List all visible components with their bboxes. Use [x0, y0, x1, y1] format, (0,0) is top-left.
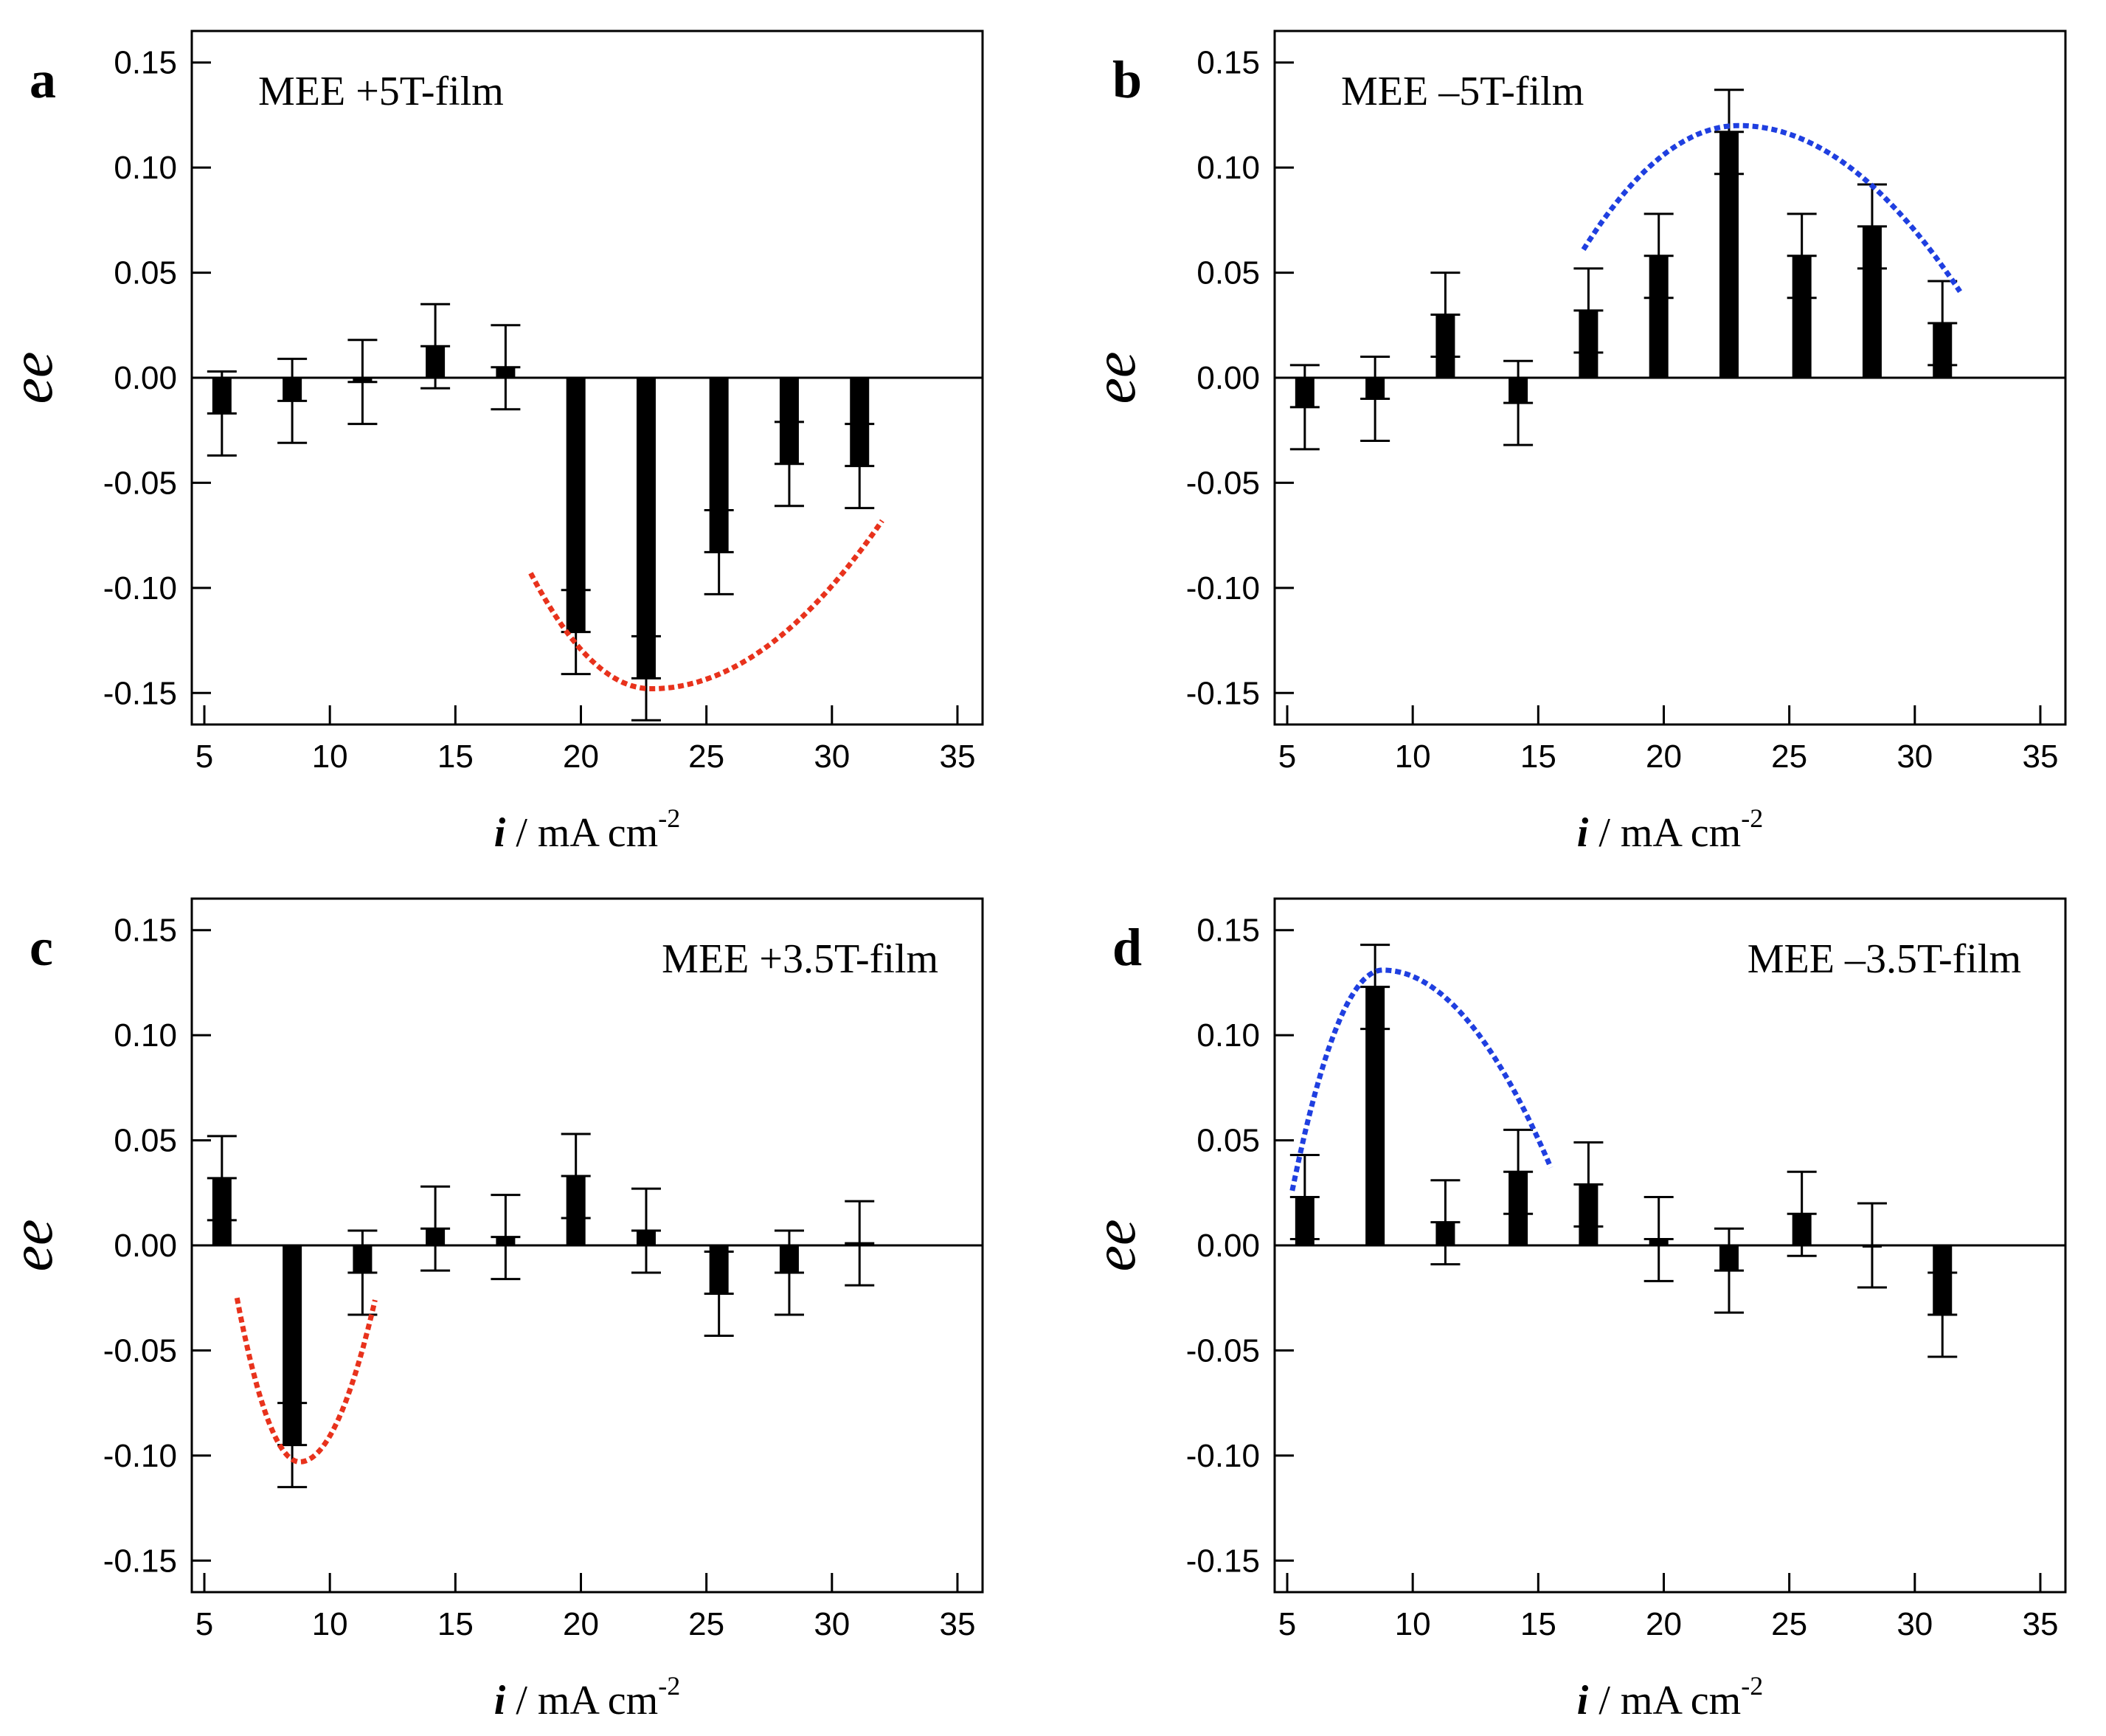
panel-a-xlabel-unit: / mA cm	[505, 810, 658, 856]
panel-a-xlabel-exp: -2	[658, 803, 680, 833]
panel-b-fit-curve	[1581, 122, 1963, 294]
panel-a: 0.15 0.10 0.05 0.00 -0.05 -0.10 -0.15 5 10 15 20 25…	[0, 30, 984, 856]
panel-b-xtick-label-2: 15	[1520, 739, 1556, 775]
panel-c-xlabel-var: i	[494, 1678, 506, 1723]
panel-c-ytick-label-6: -0.15	[103, 1543, 177, 1579]
panel-b-ytick-label-2: 0.05	[1196, 255, 1260, 291]
panel-a-ylabel: ee	[0, 351, 65, 404]
panel-b-xtick-label-6: 35	[2022, 739, 2058, 775]
panel-a-bar-6	[636, 378, 656, 679]
panel-a-xtick-label-0: 5	[195, 739, 213, 775]
panel-c-xtick-label-2: 15	[437, 1606, 474, 1642]
panel-d-ytick-label-4: -0.05	[1186, 1332, 1260, 1369]
panel-c-ytick-label-2: 0.05	[114, 1123, 177, 1159]
panel-b-xlabel-unit: / mA cm	[1588, 810, 1741, 856]
panel-c-ytick-label-4: -0.05	[103, 1332, 177, 1369]
panel-d-fit-curve	[1289, 967, 1553, 1192]
panel-b-xtick-label-4: 25	[1771, 739, 1807, 775]
panel-c-xtick-label-0: 5	[195, 1606, 213, 1642]
panel-d-xlabel-exp: -2	[1741, 1671, 1763, 1701]
panel-b-xtick-label-5: 30	[1897, 739, 1933, 775]
panel-a-ytick-label-2: 0.05	[114, 255, 177, 291]
panel-d-ytick-label-2: 0.05	[1196, 1123, 1260, 1159]
panel-d-ytick-label-1: 0.10	[1196, 1017, 1260, 1054]
panel-b-ylabel: ee	[1083, 351, 1148, 404]
panel-b-xlabel: i / mA cm-2	[1577, 803, 1763, 856]
panel-a-letter: a	[30, 50, 56, 109]
panel-a-ytick-label-3: 0.00	[114, 360, 177, 396]
panel-c-xtick-label-3: 20	[563, 1606, 599, 1642]
panel-a-ytick-label-5: -0.10	[103, 570, 177, 606]
panel-c-xtick-label-1: 10	[312, 1606, 348, 1642]
panel-b-title: MEE –5T-film	[1341, 69, 1584, 114]
panel-a-title: MEE +5T-film	[258, 69, 504, 114]
panel-a-xlabel: i / mA cm-2	[494, 803, 680, 856]
panel-b-xtick-label-1: 10	[1395, 739, 1431, 775]
panel-d: 0.15 0.10 0.05 0.00 -0.05 -0.10 -0.15 5 10 15 20 25…	[1083, 897, 2067, 1723]
panel-d-letter: d	[1112, 918, 1142, 977]
panel-c-xlabel-unit: / mA cm	[505, 1678, 658, 1723]
panel-a-fit-curve	[528, 519, 884, 691]
panel-b-xtick-label-0: 5	[1278, 739, 1296, 775]
panel-d-ytick-label-0: 0.15	[1196, 913, 1260, 949]
panel-a-xtick-label-5: 30	[814, 739, 850, 775]
panel-a-ytick-label-4: -0.05	[103, 465, 177, 501]
panel-c-xtick-label-5: 30	[814, 1606, 850, 1642]
panel-b-ytick-label-6: -0.15	[1186, 675, 1260, 711]
panel-a-ytick-label-1: 0.10	[114, 150, 177, 186]
panel-b-ytick-label-4: -0.05	[1186, 465, 1260, 501]
panel-a-xtick-label-6: 35	[939, 739, 975, 775]
panel-c-letter: c	[30, 918, 53, 977]
panel-a-ytick-label-6: -0.15	[103, 675, 177, 711]
panel-b-letter: b	[1112, 50, 1142, 109]
panel-d-ylabel: ee	[1083, 1219, 1148, 1271]
panel-a-ytick-label-0: 0.15	[114, 45, 177, 81]
panel-b-xtick-label-3: 20	[1646, 739, 1682, 775]
panel-c-ytick-label-1: 0.10	[114, 1017, 177, 1054]
panel-d-xtick-label-1: 10	[1395, 1606, 1431, 1642]
panel-d-xlabel-var: i	[1577, 1678, 1589, 1723]
panel-c-xtick-label-4: 25	[688, 1606, 724, 1642]
panel-c-xlabel: i / mA cm-2	[494, 1671, 680, 1723]
panel-c-ytick-label-0: 0.15	[114, 913, 177, 949]
panel-b-ytick-label-1: 0.10	[1196, 150, 1260, 186]
panel-d-ytick-label-3: 0.00	[1196, 1228, 1260, 1264]
panel-b-ytick-label-0: 0.15	[1196, 45, 1260, 81]
panel-c-ytick-label-3: 0.00	[114, 1228, 177, 1264]
panel-d-xlabel-unit: / mA cm	[1588, 1678, 1741, 1723]
panel-b-ytick-label-3: 0.00	[1196, 360, 1260, 396]
panel-c-fit-curve	[234, 1297, 378, 1464]
panel-d-xtick-label-6: 35	[2022, 1606, 2058, 1642]
panel-a-xlabel-var: i	[494, 810, 506, 856]
panel-c-title: MEE +3.5T-film	[662, 936, 938, 982]
panel-b-xlabel-var: i	[1577, 810, 1589, 856]
panel-d-ytick-label-6: -0.15	[1186, 1543, 1260, 1579]
panel-a-xtick-label-4: 25	[688, 739, 724, 775]
panel-d-xtick-label-4: 25	[1771, 1606, 1807, 1642]
panel-d-xtick-label-3: 20	[1646, 1606, 1682, 1642]
panel-a-xtick-label-3: 20	[563, 739, 599, 775]
panel-c-ytick-label-5: -0.10	[103, 1438, 177, 1474]
panel-c-ylabel: ee	[0, 1219, 65, 1271]
panel-d-xtick-label-2: 15	[1520, 1606, 1556, 1642]
panel-b-xlabel-exp: -2	[1741, 803, 1763, 833]
panel-d-xtick-label-0: 5	[1278, 1606, 1296, 1642]
panel-d-xtick-label-5: 30	[1897, 1606, 1933, 1642]
panel-c-xtick-label-6: 35	[939, 1606, 975, 1642]
panel-d-ytick-label-5: -0.10	[1186, 1438, 1260, 1474]
panel-d-title: MEE –3.5T-film	[1748, 936, 2021, 982]
panel-c: 0.15 0.10 0.05 0.00 -0.05 -0.10 -0.15 5 10 15 20 25…	[0, 897, 984, 1723]
panel-b-ytick-label-5: -0.10	[1186, 570, 1260, 606]
panel-a-xtick-label-1: 10	[312, 739, 348, 775]
panel-c-xlabel-exp: -2	[658, 1671, 680, 1701]
panel-a-xtick-label-2: 15	[437, 739, 474, 775]
panel-d-xlabel: i / mA cm-2	[1577, 1671, 1763, 1723]
panel-b: 0.15 0.10 0.05 0.00 -0.05 -0.10 -0.15 5 10 15 20 25…	[1083, 30, 2067, 856]
